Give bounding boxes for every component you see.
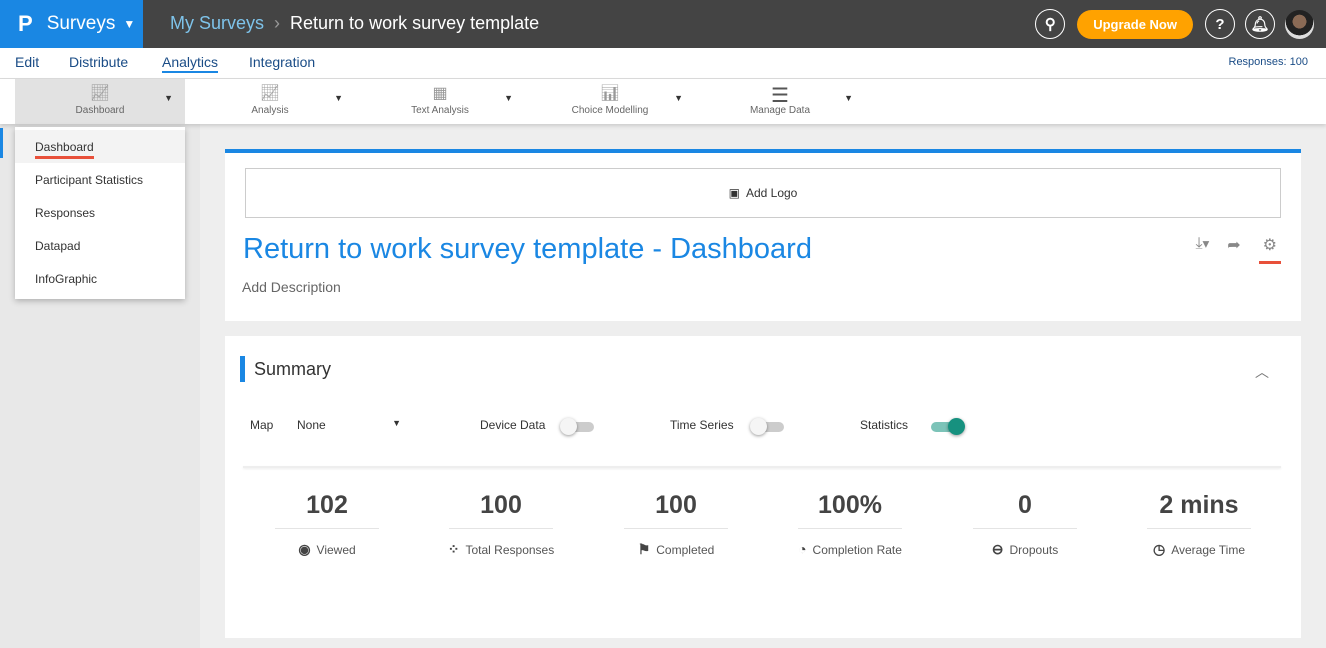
bell-icon[interactable]: 🔔︎ — [1245, 9, 1275, 39]
tab-bar: Edit Distribute Analytics Integration Re… — [0, 48, 1326, 79]
database-icon: ☰ — [771, 85, 789, 107]
stat-value: 102 — [275, 491, 379, 529]
app-switcher[interactable]: P Surveys ▼ — [0, 0, 143, 48]
device-data-label: Device Data — [480, 418, 546, 432]
toolbar-manage-data[interactable]: ☰ Manage Data ▼ — [695, 79, 865, 124]
breadcrumb-current: Return to work survey template — [290, 13, 540, 33]
caret-down-icon[interactable]: ▼ — [334, 93, 343, 103]
eye-icon: ◉ — [298, 541, 311, 557]
toolbar-label: Analysis — [251, 105, 289, 116]
tab-edit[interactable]: Edit — [15, 54, 40, 70]
caret-down-icon[interactable]: ▼ — [844, 93, 853, 103]
tab-analytics[interactable]: Analytics — [162, 54, 219, 73]
stat-total-responses: 100 ⁘ Total Responses — [447, 491, 555, 558]
stat-viewed: 102 ◉ Viewed — [275, 491, 379, 558]
avatar[interactable] — [1285, 9, 1314, 39]
document-grid-icon: ▦ — [432, 85, 448, 102]
stat-completion-rate: 100% ◔ Completion Rate — [798, 491, 902, 557]
search-icon[interactable]: ⚲ — [1035, 9, 1066, 39]
menu-item-responses[interactable]: Responses — [35, 205, 96, 220]
map-value: None — [297, 418, 326, 432]
add-description[interactable]: Add Description — [242, 279, 341, 295]
toolbar-label: Manage Data — [749, 105, 811, 116]
statistics-toggle[interactable] — [931, 418, 965, 435]
chevron-down-icon: ▼ — [123, 17, 136, 31]
stat-completed: 100 ⚑ Completed — [624, 491, 728, 558]
stat-label: Average Time — [1171, 543, 1246, 557]
download-icon[interactable]: ⤓▾ — [1195, 235, 1210, 252]
multi-line-chart-icon: 📈︎ — [259, 85, 281, 102]
stat-label: Total Responses — [465, 543, 555, 557]
toolbar-dashboard[interactable]: 📈︎ Dashboard ▼ — [15, 79, 185, 124]
scatter-bar-icon: 📊︎ — [599, 85, 621, 102]
pie-icon: ◔ — [798, 541, 807, 557]
chevron-right-icon: › — [274, 13, 281, 33]
map-label: Map — [250, 418, 274, 432]
breadcrumb: My Surveys › Return to work survey templat… — [170, 13, 539, 34]
caret-down-icon[interactable]: ▼ — [164, 93, 173, 103]
dots-icon: ⁘ — [447, 541, 460, 557]
toolbar-label: Text Analysis — [411, 105, 469, 116]
stat-value: 100 — [449, 491, 553, 529]
toolbar-label: Dashboard — [75, 105, 125, 116]
stat-value: 100% — [798, 491, 902, 529]
top-bar: P Surveys ▼ My Surveys › Return to work su… — [0, 0, 1326, 48]
dashboard-dropdown-menu: Dashboard Participant Statistics Respons… — [15, 127, 185, 299]
app-name: Surveys — [46, 13, 116, 34]
add-logo-button[interactable]: ▣ Add Logo — [245, 168, 1281, 218]
stat-label: Viewed — [316, 543, 356, 557]
sidebar-active-marker — [0, 128, 3, 158]
stat-label: Dropouts — [1009, 543, 1059, 557]
gear-icon[interactable]: ⚙ — [1258, 235, 1281, 264]
time-series-label: Time Series — [670, 418, 734, 432]
menu-item-infographic[interactable]: InfoGraphic — [35, 271, 98, 286]
stat-value: 100 — [624, 491, 728, 529]
responses-count: Responses: 100 — [1228, 56, 1309, 68]
toolbar-analysis[interactable]: 📈︎ Analysis ▼ — [185, 79, 355, 124]
statistics-label: Statistics — [860, 418, 909, 432]
tab-distribute[interactable]: Distribute — [69, 54, 129, 70]
stat-value: 0 — [973, 491, 1077, 529]
menu-item-participant-statistics[interactable]: Participant Statistics — [35, 172, 144, 187]
help-icon[interactable]: ? — [1205, 9, 1235, 39]
dashboard-header-card: ▣ Add Logo Return to work survey template… — [225, 149, 1301, 321]
stat-label: Completed — [656, 543, 715, 557]
stat-label: Completion Rate — [812, 543, 902, 557]
divider — [243, 466, 1281, 468]
logo: P — [18, 11, 33, 36]
stat-dropouts: 0 ⊖ Dropouts — [973, 491, 1077, 558]
summary-title: Summary — [240, 356, 331, 382]
page-title[interactable]: Return to work survey template - Dashboa… — [243, 233, 812, 265]
analytics-toolbar: 📈︎ Dashboard ▼ 📈︎ Analysis ▼ ▦ Text Analysis ▼… — [0, 79, 1326, 124]
flag-icon: ⚑ — [637, 541, 651, 557]
menu-item-datapad[interactable]: Datapad — [35, 238, 81, 253]
menu-label: Dashboard — [35, 140, 94, 159]
chevron-up-icon[interactable]: ︿ — [1255, 364, 1269, 380]
device-data-toggle[interactable] — [560, 418, 594, 435]
upgrade-button[interactable]: Upgrade Now — [1077, 9, 1193, 39]
line-chart-icon: 📈︎ — [89, 85, 111, 102]
caret-down-icon[interactable]: ▼ — [504, 93, 513, 103]
stat-value: 2 mins — [1147, 491, 1251, 529]
clock-icon: ◷ — [1152, 541, 1166, 557]
caret-down-icon: ▼ — [392, 418, 401, 428]
caret-down-icon[interactable]: ▼ — [674, 93, 683, 103]
share-icon[interactable]: ➦ — [1227, 237, 1241, 254]
minus-circle-icon: ⊖ — [991, 541, 1004, 557]
tab-integration[interactable]: Integration — [249, 54, 316, 70]
toolbar-text-analysis[interactable]: ▦ Text Analysis ▼ — [355, 79, 525, 124]
stat-average-time: 2 mins ◷ Average Time — [1147, 491, 1251, 558]
toolbar-choice-modelling[interactable]: 📊︎ Choice Modelling ▼ — [525, 79, 695, 124]
time-series-toggle[interactable] — [750, 418, 784, 435]
map-select[interactable]: None ▼ — [297, 418, 401, 432]
menu-item-dashboard[interactable]: Dashboard — [15, 130, 185, 163]
image-icon: ▣ — [728, 186, 740, 200]
toolbar-label: Choice Modelling — [571, 105, 649, 116]
add-logo-label: Add Logo — [745, 186, 798, 200]
breadcrumb-my-surveys[interactable]: My Surveys — [170, 13, 265, 33]
summary-card: Summary ︿ Map None ▼ Device Data Time Ser… — [225, 336, 1301, 638]
